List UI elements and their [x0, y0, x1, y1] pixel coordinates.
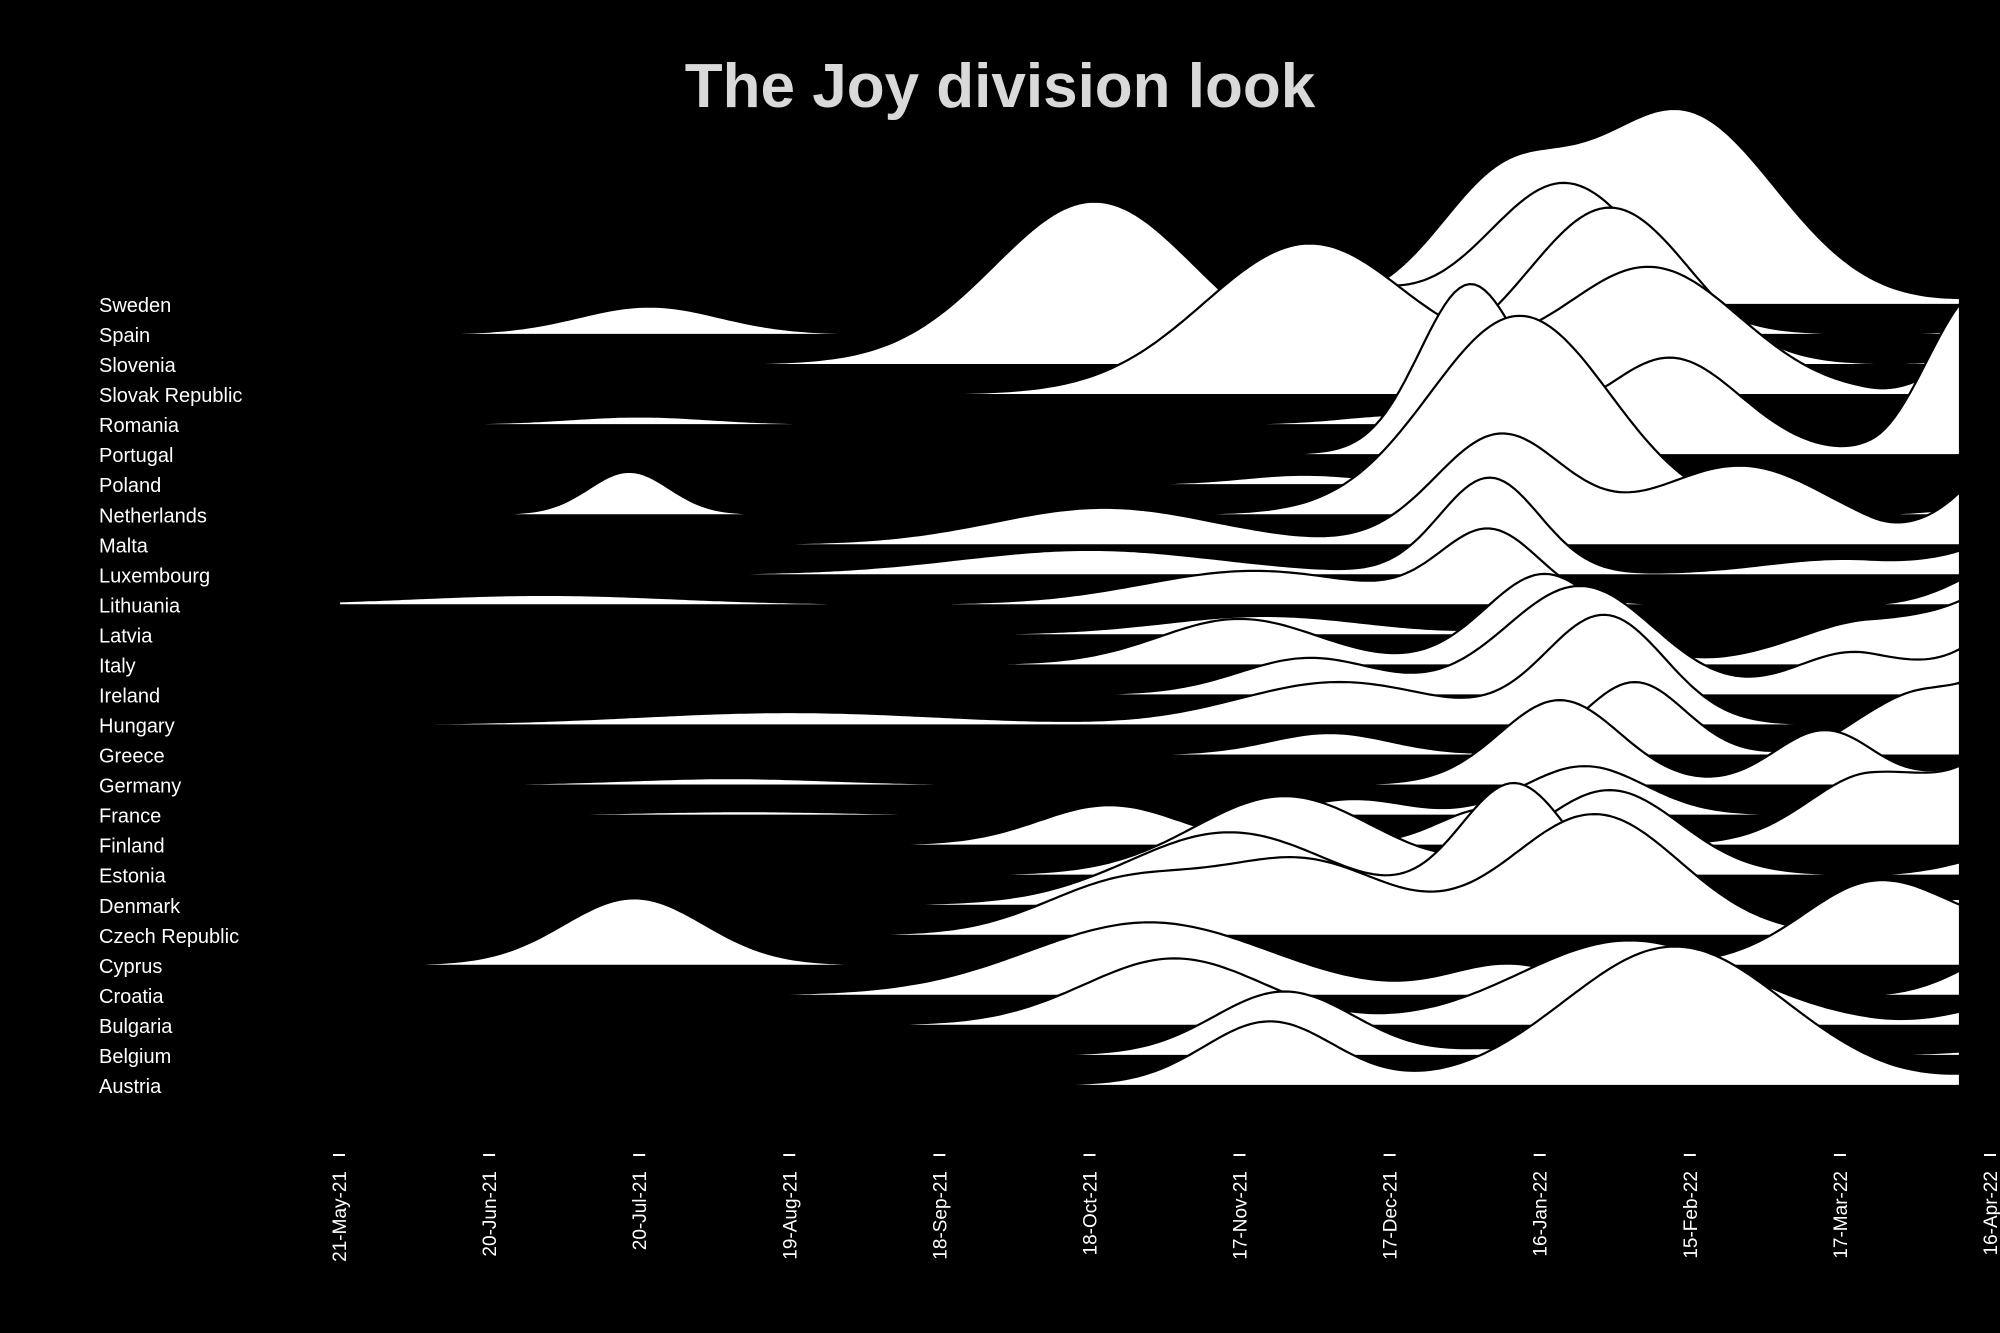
category-label-sweden: Sweden: [99, 295, 171, 317]
ridge-austria: [337, 945, 1962, 1088]
category-label-denmark: Denmark: [99, 896, 181, 918]
x-tick-label: 20-Jul-21: [630, 1171, 651, 1250]
category-label-italy: Italy: [99, 656, 136, 678]
category-labels: Sweden Spain Slovenia Slovak Republic Romani…: [99, 295, 242, 1098]
category-label-bulgaria: Bulgaria: [99, 1016, 173, 1038]
x-tick-label: 18-Sep-21: [930, 1171, 951, 1260]
category-label-finland: Finland: [99, 836, 165, 858]
x-tick-label: 17-Mar-22: [1831, 1171, 1852, 1259]
category-label-romania: Romania: [99, 415, 180, 437]
category-label-hungary: Hungary: [99, 716, 175, 738]
x-tick-label: 16-Jan-22: [1531, 1171, 1552, 1257]
category-label-cyprus: Cyprus: [99, 956, 162, 978]
x-axis: 21-May-21 20-Jun-21 20-Jul-21 19-Aug-21 18-S…: [330, 1154, 2000, 1262]
category-label-latvia: Latvia: [99, 625, 153, 647]
x-tick-label: 18-Oct-21: [1081, 1171, 1102, 1255]
category-label-slovenia: Slovenia: [99, 355, 177, 377]
x-tick-label: 15-Feb-22: [1681, 1171, 1702, 1259]
category-label-malta: Malta: [99, 535, 149, 557]
ridge-germany: [337, 699, 1962, 787]
ridge-series-group: [337, 107, 1962, 1088]
ridge-malta: [337, 432, 1962, 547]
ridge-luxembourg: [337, 476, 1962, 577]
category-label-poland: Poland: [99, 475, 161, 497]
category-label-estonia: Estonia: [99, 866, 167, 888]
category-label-croatia: Croatia: [99, 986, 164, 1008]
x-tick-label: 19-Aug-21: [780, 1171, 801, 1260]
category-label-czech-republic: Czech Republic: [99, 926, 239, 948]
category-label-spain: Spain: [99, 325, 150, 347]
x-tick-label: 16-Apr-22: [1981, 1171, 2000, 1256]
x-tick-label: 17-Dec-21: [1381, 1171, 1402, 1260]
category-label-austria: Austria: [99, 1076, 162, 1098]
x-tick-label: 21-May-21: [330, 1171, 351, 1262]
x-tick-label: 20-Jun-21: [480, 1171, 501, 1257]
chart-title: The Joy division look: [685, 52, 1316, 121]
category-label-germany: Germany: [99, 776, 181, 798]
category-label-luxembourg: Luxembourg: [99, 565, 210, 587]
category-label-lithuania: Lithuania: [99, 595, 181, 617]
ridge-hungary: [337, 613, 1962, 727]
category-label-portugal: Portugal: [99, 445, 174, 467]
category-label-netherlands: Netherlands: [99, 505, 207, 527]
category-label-belgium: Belgium: [99, 1046, 171, 1068]
category-label-ireland: Ireland: [99, 686, 160, 708]
x-tick-label: 17-Nov-21: [1231, 1171, 1252, 1260]
category-label-france: France: [99, 806, 161, 828]
category-label-slovak-republic: Slovak Republic: [99, 385, 242, 407]
category-label-greece: Greece: [99, 746, 165, 768]
